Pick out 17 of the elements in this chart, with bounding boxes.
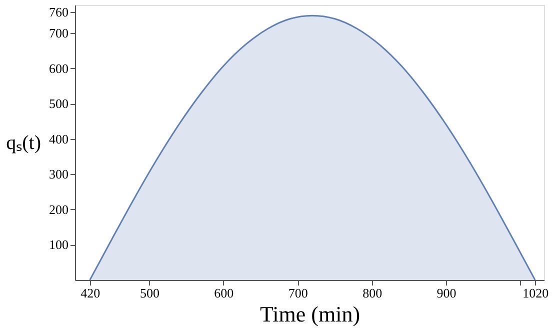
y-tick-label: 100 bbox=[49, 237, 68, 252]
x-tick-label: 700 bbox=[288, 286, 308, 300]
y-tick-label: 600 bbox=[49, 60, 68, 76]
y-tick-label: 760 bbox=[49, 4, 68, 20]
y-tick-label: 700 bbox=[49, 26, 68, 41]
x-tick-label: 900 bbox=[436, 286, 456, 300]
y-tick-label: 200 bbox=[49, 202, 68, 217]
x-tick-label: 600 bbox=[214, 286, 234, 300]
y-tick-label: 300 bbox=[49, 166, 68, 182]
x-tick-label: 1020 bbox=[522, 286, 549, 300]
x-axis-title: Time (min) bbox=[260, 302, 360, 326]
x-tick-label: 420 bbox=[80, 286, 100, 300]
y-tick-label: 500 bbox=[49, 96, 68, 112]
y-tick-label: 400 bbox=[49, 131, 68, 146]
x-tick-label: 800 bbox=[362, 286, 382, 300]
y-axis-title: qₛ(t) bbox=[6, 132, 41, 154]
x-tick-label: 500 bbox=[140, 286, 160, 300]
